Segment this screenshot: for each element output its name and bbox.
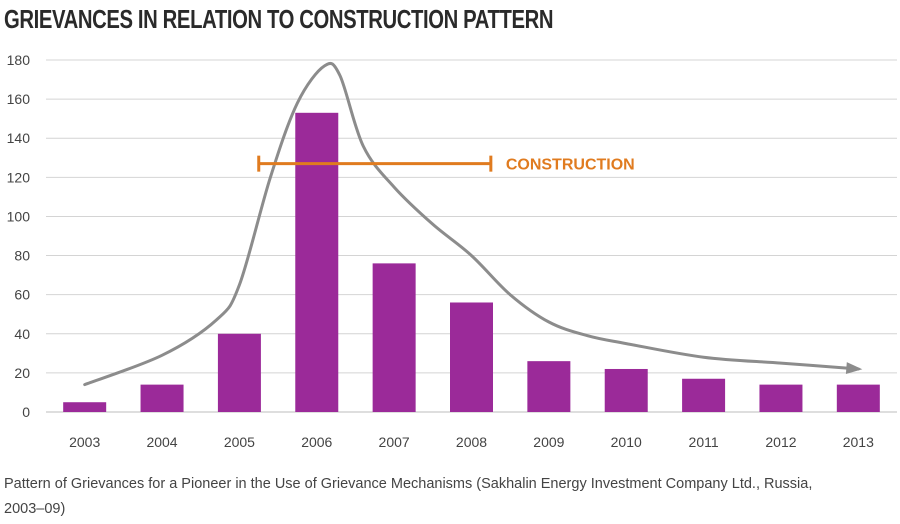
bar — [604, 368, 648, 412]
chart-caption: Pattern of Grievances for a Pioneer in t… — [4, 476, 813, 517]
bar — [682, 378, 726, 412]
bar-chart: 0 20 40 60 80 100 120 140 160 180 2003 2004 2005 2006… — [7, 52, 897, 450]
x-tick-label: 2006 — [301, 434, 332, 450]
bar — [450, 302, 493, 412]
bar — [63, 402, 107, 412]
y-tick-label: 60 — [14, 287, 30, 303]
x-tick-label: 2009 — [533, 434, 564, 450]
bar — [217, 333, 261, 412]
bar — [527, 361, 571, 412]
trend-arrow-icon — [845, 362, 863, 375]
x-tick-label: 2005 — [224, 434, 255, 450]
x-tick-label: 2013 — [843, 434, 874, 450]
x-tick-label: 2003 — [69, 434, 100, 450]
x-tick-label: 2004 — [146, 434, 177, 450]
chart-title: GRIEVANCES IN RELATION TO CONSTRUCTION P… — [4, 4, 554, 34]
construction-label: CONSTRUCTION — [506, 157, 635, 174]
x-tick-label: 2008 — [456, 434, 487, 450]
trend-line — [83, 61, 860, 387]
bar — [372, 263, 416, 412]
y-tick-label: 140 — [7, 130, 31, 146]
bar — [759, 384, 803, 412]
y-tick-label: 20 — [14, 365, 30, 381]
bar — [836, 384, 880, 412]
y-tick-label: 120 — [7, 169, 31, 185]
x-tick-label: 2007 — [379, 434, 410, 450]
x-tick-label: 2012 — [765, 434, 796, 450]
y-tick-label: 160 — [7, 91, 31, 107]
y-tick-label: 180 — [7, 52, 31, 68]
y-tick-label: 100 — [7, 208, 31, 224]
x-tick-label: 2011 — [689, 434, 719, 450]
y-tick-label: 0 — [22, 404, 30, 420]
bar — [295, 112, 339, 413]
bar — [140, 384, 184, 412]
y-tick-label: 80 — [14, 248, 30, 264]
x-tick-label: 2010 — [611, 434, 642, 450]
y-tick-label: 40 — [14, 326, 30, 342]
